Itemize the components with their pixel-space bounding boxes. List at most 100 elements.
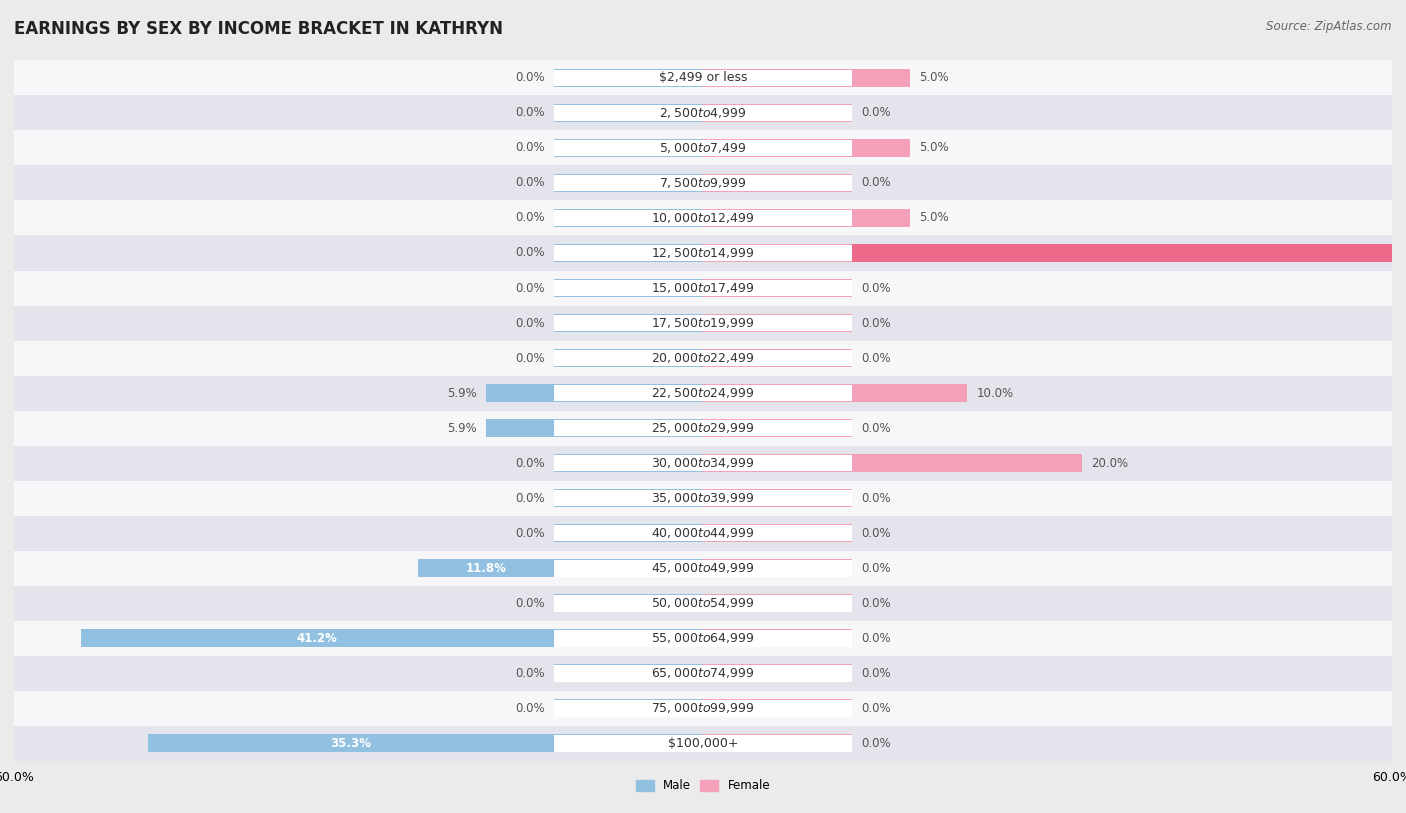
Text: 0.0%: 0.0%	[862, 107, 891, 120]
Bar	[14, 306, 1392, 341]
Text: 0.0%: 0.0%	[862, 632, 891, 645]
Bar	[14, 60, 1392, 95]
Bar	[554, 630, 852, 646]
Text: 35.3%: 35.3%	[330, 737, 371, 750]
Text: 0.0%: 0.0%	[862, 176, 891, 189]
Bar	[14, 726, 1392, 761]
Bar	[14, 515, 1392, 550]
Bar	[703, 69, 852, 87]
Text: 0.0%: 0.0%	[862, 597, 891, 610]
Bar	[14, 95, 1392, 130]
Text: 5.9%: 5.9%	[447, 422, 477, 435]
Text: 0.0%: 0.0%	[515, 457, 544, 470]
Bar	[703, 384, 852, 402]
Bar	[554, 419, 703, 437]
Text: 0.0%: 0.0%	[862, 316, 891, 329]
Text: 5.9%: 5.9%	[447, 386, 477, 399]
Text: $65,000 to $74,999: $65,000 to $74,999	[651, 666, 755, 680]
Bar	[14, 691, 1392, 726]
Text: $2,499 or less: $2,499 or less	[659, 72, 747, 85]
Bar	[14, 655, 1392, 691]
Bar	[554, 559, 703, 577]
Bar	[554, 385, 852, 402]
Bar	[554, 665, 852, 681]
Text: 0.0%: 0.0%	[515, 246, 544, 259]
Text: $5,000 to $7,499: $5,000 to $7,499	[659, 141, 747, 155]
Bar	[554, 104, 703, 122]
Text: 0.0%: 0.0%	[862, 492, 891, 505]
Bar	[554, 664, 703, 682]
Text: 0.0%: 0.0%	[515, 72, 544, 85]
Bar	[14, 130, 1392, 166]
Bar	[703, 419, 852, 437]
Bar	[554, 69, 703, 87]
Bar	[554, 524, 703, 542]
Bar	[554, 454, 852, 472]
Text: 0.0%: 0.0%	[862, 281, 891, 294]
Text: 0.0%: 0.0%	[862, 351, 891, 364]
Bar	[554, 245, 852, 261]
Bar	[14, 446, 1392, 480]
Text: $25,000 to $29,999: $25,000 to $29,999	[651, 421, 755, 435]
Text: 0.0%: 0.0%	[515, 141, 544, 154]
Bar	[554, 629, 703, 647]
Bar	[14, 411, 1392, 446]
Bar	[554, 454, 703, 472]
Bar	[554, 315, 852, 332]
Bar	[554, 280, 852, 297]
Bar	[852, 244, 1406, 262]
Bar	[14, 376, 1392, 411]
Bar	[703, 279, 852, 297]
Bar	[554, 700, 852, 716]
Bar	[852, 69, 910, 87]
Text: $10,000 to $12,499: $10,000 to $12,499	[651, 211, 755, 225]
Bar	[486, 419, 554, 437]
Bar	[554, 209, 703, 227]
Bar	[554, 524, 852, 541]
Bar	[14, 480, 1392, 515]
Text: Source: ZipAtlas.com: Source: ZipAtlas.com	[1267, 20, 1392, 33]
Text: $2,500 to $4,999: $2,500 to $4,999	[659, 106, 747, 120]
Bar	[554, 420, 852, 437]
Bar	[14, 236, 1392, 271]
Text: $22,500 to $24,999: $22,500 to $24,999	[651, 386, 755, 400]
Text: 0.0%: 0.0%	[515, 702, 544, 715]
Bar	[14, 585, 1392, 620]
Text: 5.0%: 5.0%	[920, 72, 949, 85]
Bar	[852, 209, 910, 227]
Bar	[554, 489, 852, 506]
Bar	[703, 594, 852, 612]
Text: 0.0%: 0.0%	[862, 702, 891, 715]
Text: 0.0%: 0.0%	[515, 107, 544, 120]
Text: EARNINGS BY SEX BY INCOME BRACKET IN KATHRYN: EARNINGS BY SEX BY INCOME BRACKET IN KAT…	[14, 20, 503, 38]
Bar	[14, 201, 1392, 236]
Text: $75,000 to $99,999: $75,000 to $99,999	[651, 701, 755, 715]
Bar	[554, 244, 703, 262]
Bar	[554, 349, 703, 367]
Text: 0.0%: 0.0%	[515, 492, 544, 505]
Bar	[703, 734, 852, 752]
Bar	[554, 384, 703, 402]
Text: 0.0%: 0.0%	[862, 737, 891, 750]
Text: 0.0%: 0.0%	[515, 351, 544, 364]
Bar	[554, 350, 852, 367]
Text: 0.0%: 0.0%	[515, 597, 544, 610]
Bar	[703, 314, 852, 333]
Text: 5.0%: 5.0%	[920, 141, 949, 154]
Text: $35,000 to $39,999: $35,000 to $39,999	[651, 491, 755, 505]
Bar	[703, 524, 852, 542]
Text: $30,000 to $34,999: $30,000 to $34,999	[651, 456, 755, 470]
Bar	[703, 104, 852, 122]
Bar	[14, 166, 1392, 201]
Text: $7,500 to $9,999: $7,500 to $9,999	[659, 176, 747, 190]
Bar	[554, 489, 703, 507]
Bar	[554, 174, 703, 192]
Bar	[14, 341, 1392, 376]
Bar	[14, 271, 1392, 306]
Bar	[554, 699, 703, 717]
Text: 0.0%: 0.0%	[515, 176, 544, 189]
Text: 0.0%: 0.0%	[515, 527, 544, 540]
Bar	[14, 550, 1392, 585]
Bar	[486, 384, 554, 402]
Bar	[703, 629, 852, 647]
